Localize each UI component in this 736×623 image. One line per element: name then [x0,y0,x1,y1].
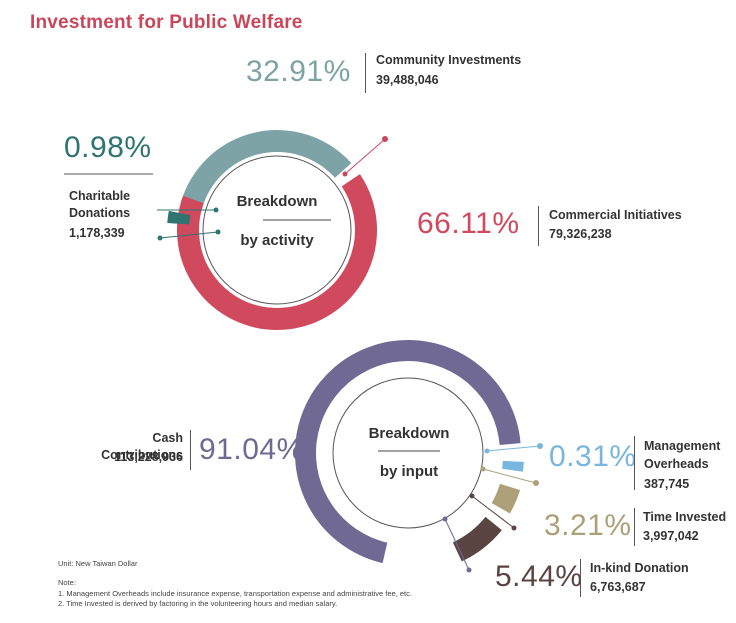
leader-dot-community [382,136,388,142]
leader-cash-bottom [444,518,470,571]
leader-management [486,445,541,452]
value-cash-contributions: 113,228,936 [114,450,183,464]
leader-time-top [482,468,537,484]
pct-charitable-donations: 0.98% [64,131,152,164]
leader-dot-management-b [537,443,543,449]
center-label-activity-2: by activity [240,232,314,249]
leader-dot-inkind-b [511,525,517,531]
slice-time-invested [491,483,521,514]
leader-dot-time-a [480,466,486,472]
divider-management [634,436,635,490]
pct-community-investments: 32.91% [246,55,351,88]
slice-inkind-donation [452,516,502,562]
label-cash-contributions: Cash Contributions [101,431,183,462]
pct-management-overheads: 0.31% [549,440,637,473]
note-line-1: 1. Management Overheads include insuranc… [58,589,412,598]
label-time-invested: Time Invested [643,510,727,524]
divider-time [634,508,635,546]
leader-dot-management-a [484,448,490,454]
inner-ring-input [332,377,484,529]
pct-commercial-initiatives: 66.11% [417,207,520,240]
note-heading: Note: [58,578,76,587]
slice-commercial-initiatives [176,174,377,330]
pct-inkind-donation: 5.44% [495,560,583,593]
leader-dot-charitable-top [213,207,219,213]
slice-community-investments [180,130,352,209]
value-community-investments: 39,488,046 [376,73,439,87]
leader-dot-community-inner [342,171,348,177]
slice-management-overheads [502,460,524,472]
value-commercial-initiatives: 79,326,238 [549,227,612,241]
pct-cash-contributions: 91.04% [199,433,304,466]
page-title: Investment for Public Welfare [30,12,303,33]
note-line-2: 2. Time Invested is derived by factoring… [58,599,338,608]
label-charitable-line2: Donations [69,206,131,220]
leader-dot-inkind-a [469,493,475,499]
label-management-line2: Overheads [644,457,709,471]
value-inkind-donation: 6,763,687 [590,580,646,594]
leader-time-bottom [471,495,515,529]
divider-inkind [580,559,581,597]
leader-dot-time-b [533,480,539,486]
value-management-overheads: 387,745 [644,477,690,491]
inner-ring-activity [202,155,352,305]
unit-note: Unit: New Taiwan Dollar [58,559,138,568]
value-charitable-donations: 1,178,339 [69,226,125,240]
divider-commercial [538,206,539,246]
slice-charitable-donations [167,210,191,225]
center-label-activity-1: Breakdown [236,193,318,210]
leader-dot-cash-a [442,516,448,522]
leader-dot-cash-b [466,567,472,573]
label-commercial-initiatives: Commercial Initiatives [549,208,682,222]
label-charitable-line1: Charitable [69,189,131,203]
leader-charitable-bottom [159,231,219,239]
leader-dot-charitable-b [215,229,221,235]
divider-community [365,53,366,93]
leader-community [344,138,386,175]
center-label-input-2: by input [379,463,439,480]
center-label-input-1: Breakdown [368,425,450,442]
pct-time-invested: 3.21% [544,509,632,542]
value-time-invested: 3,997,042 [643,529,699,543]
label-management-line1: Management [644,439,721,453]
leader-dot-charitable-a [157,235,163,241]
divider-cash [190,430,191,470]
label-community-investments: Community Investments [376,53,522,67]
label-inkind-donation: In-kind Donation [590,561,689,575]
